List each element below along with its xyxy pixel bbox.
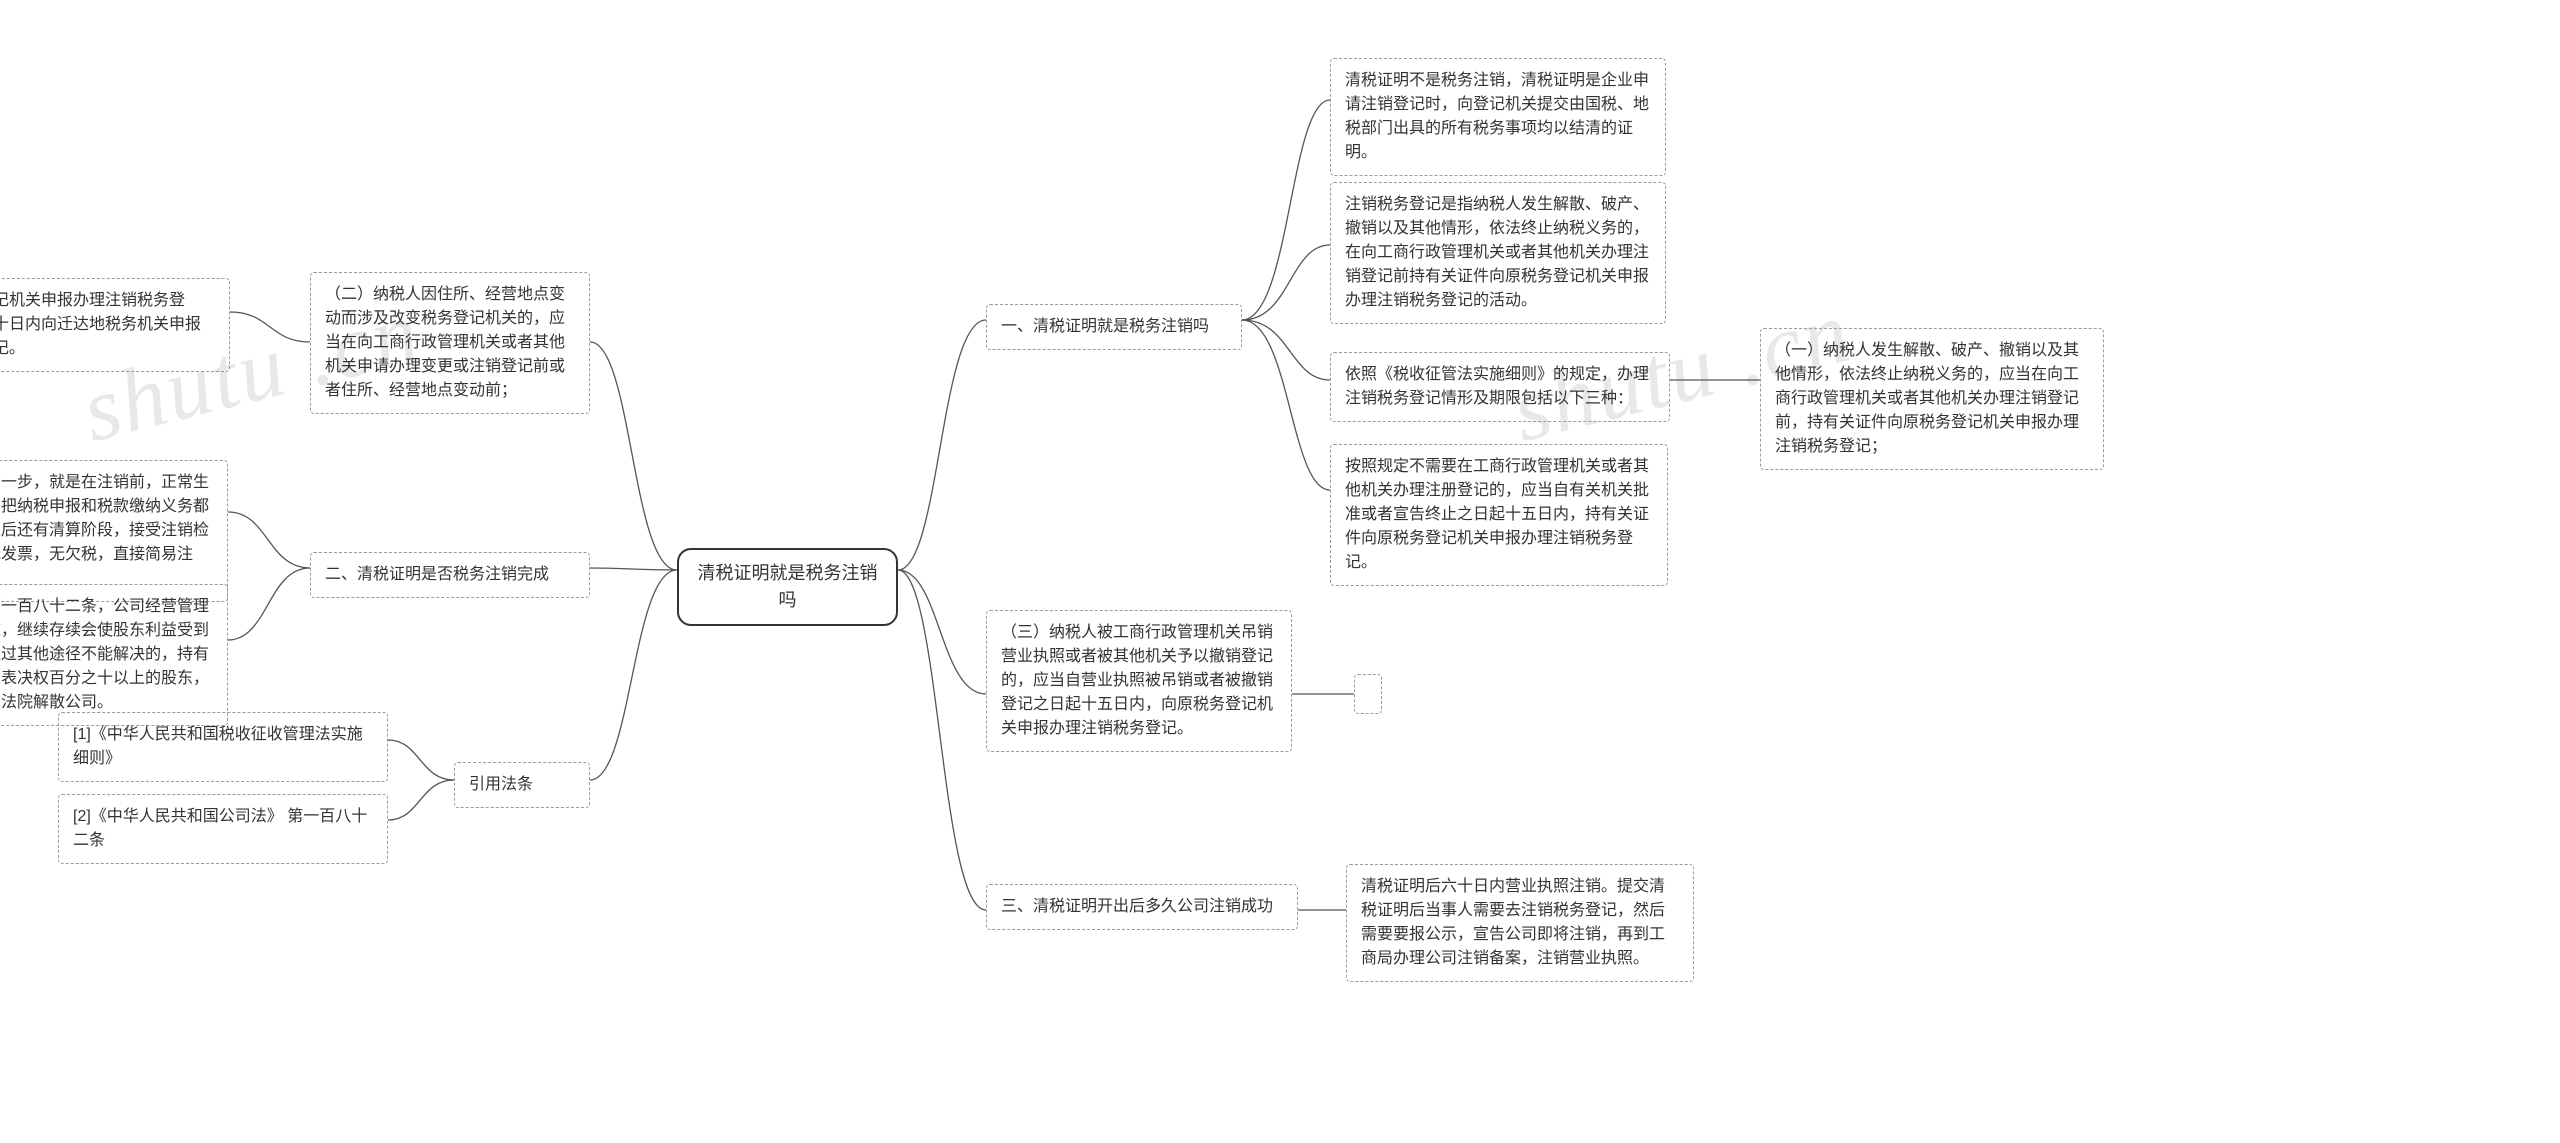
left-node-6: 引用法条 — [454, 762, 590, 808]
left-n6-leaf1: [1]《中华人民共和国税收征收管理法实施细则》 — [58, 712, 388, 782]
left-node-5: 二、清税证明是否税务注销完成 — [310, 552, 590, 598]
right-n1-leaf4: 按照规定不需要在工商行政管理机关或者其他机关办理注册登记的，应当自有关机关批准或… — [1330, 444, 1668, 586]
right-node-3: （三）纳税人被工商行政管理机关吊销营业执照或者被其他机关予以撤销登记的，应当自营… — [986, 610, 1292, 752]
right-n1-leaf3-sub: （一）纳税人发生解散、破产、撤销以及其他情形，依法终止纳税义务的，应当在向工商行… — [1760, 328, 2104, 470]
right-n1-leaf1: 清税证明不是税务注销，清税证明是企业申请注销登记时，向登记机关提交由国税、地税部… — [1330, 58, 1666, 176]
right-n3-empty — [1354, 674, 1382, 714]
left-n5-leaf2: 《公司法》第一百八十二条，公司经营管理发生严重困难，继续存续会使股东利益受到重大… — [0, 584, 228, 726]
right-node-4: 三、清税证明开出后多久公司注销成功 — [986, 884, 1298, 930]
root-node: 清税证明就是税务注销吗 — [677, 548, 898, 626]
left-n2-leaf1: 向原税务登记机关申报办理注销税务登记，并在三十日内向迁达地税务机关申报办理税务登… — [0, 278, 230, 372]
right-n1-leaf2: 注销税务登记是指纳税人发生解散、破产、撤销以及其他情形，依法终止纳税义务的，在向… — [1330, 182, 1666, 324]
left-node-2: （二）纳税人因住所、经营地点变动而涉及改变税务登记机关的，应当在向工商行政管理机… — [310, 272, 590, 414]
left-n6-leaf2: [2]《中华人民共和国公司法》 第一百八十二条 — [58, 794, 388, 864]
right-node-1: 一、清税证明就是税务注销吗 — [986, 304, 1242, 350]
right-n4-leaf1: 清税证明后六十日内营业执照注销。提交清税证明后当事人需要去注销税务登记，然后需要… — [1346, 864, 1694, 982]
left-n5-leaf1: 清税证明是第一步，就是在注销前，正常生产经营期间，把纳税申报和税款缴纳义务都履行… — [0, 460, 228, 602]
right-n1-leaf3: 依照《税收征管法实施细则》的规定，办理注销税务登记情形及期限包括以下三种： — [1330, 352, 1670, 422]
